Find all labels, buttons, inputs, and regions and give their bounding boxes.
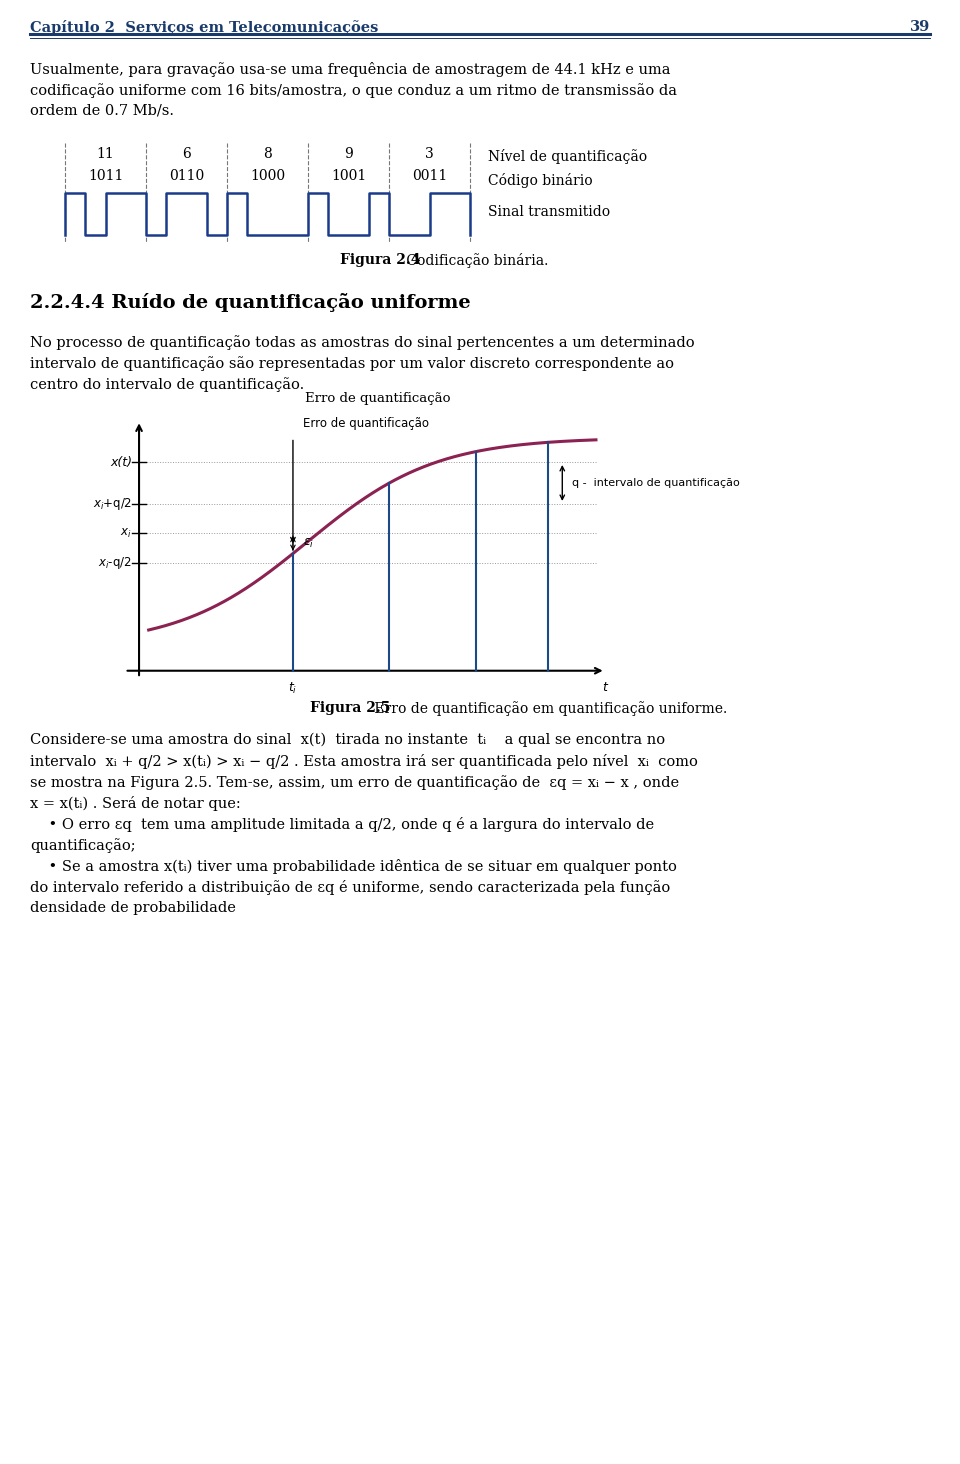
Text: 1001: 1001 (331, 168, 366, 183)
Text: 3: 3 (425, 146, 434, 161)
Text: x = x(tᵢ) . Será de notar que:: x = x(tᵢ) . Será de notar que: (30, 796, 241, 811)
Text: Erro de quantificação em quantificação uniforme.: Erro de quantificação em quantificação u… (370, 701, 728, 716)
Text: intervalo  xᵢ + q/2 > x(tᵢ) > xᵢ − q/2 . Esta amostra irá ser quantificada pelo : intervalo xᵢ + q/2 > x(tᵢ) > xᵢ − q/2 . … (30, 754, 698, 769)
Text: Usualmente, para gravação usa-se uma frequência de amostragem de 44.1 kHz e uma: Usualmente, para gravação usa-se uma fre… (30, 61, 670, 78)
Text: $t_i$: $t_i$ (288, 681, 298, 695)
Text: do intervalo referido a distribuição de εq é uniforme, sendo caracterizada pela : do intervalo referido a distribuição de … (30, 880, 670, 895)
Text: $\varepsilon_i$: $\varepsilon_i$ (302, 537, 314, 550)
Text: q -  intervalo de quantificação: q - intervalo de quantificação (572, 477, 739, 488)
Text: densidade de probabilidade: densidade de probabilidade (30, 900, 236, 915)
Text: 9: 9 (344, 146, 353, 161)
Text: intervalo de quantificação são representadas por um valor discreto correspondent: intervalo de quantificação são represent… (30, 356, 674, 370)
Text: Sinal transmitido: Sinal transmitido (488, 205, 611, 220)
Text: centro do intervalo de quantificação.: centro do intervalo de quantificação. (30, 378, 304, 392)
Text: Nível de quantificação: Nível de quantificação (488, 149, 647, 164)
Text: $x_i$: $x_i$ (120, 527, 132, 540)
Text: • Se a amostra x(tᵢ) tiver uma probabilidade idêntica de se situar em qualquer p: • Se a amostra x(tᵢ) tiver uma probabili… (30, 859, 677, 874)
Text: • O erro εq  tem uma amplitude limitada a q/2, onde q é a largura do intervalo d: • O erro εq tem uma amplitude limitada a… (30, 817, 654, 832)
Text: 0011: 0011 (412, 168, 447, 183)
Text: Capítulo 2  Serviços em Telecomunicações: Capítulo 2 Serviços em Telecomunicações (30, 20, 378, 35)
Text: $x_i$-q/2: $x_i$-q/2 (98, 555, 132, 571)
Text: 8: 8 (263, 146, 272, 161)
Text: ordem de 0.7 Mb/s.: ordem de 0.7 Mb/s. (30, 104, 174, 119)
Text: 6: 6 (182, 146, 191, 161)
Text: Codificação binária.: Codificação binária. (402, 253, 548, 268)
Text: 1000: 1000 (250, 168, 285, 183)
Text: 0110: 0110 (169, 168, 204, 183)
Text: Figura 2.4: Figura 2.4 (340, 253, 420, 266)
Text: quantificação;: quantificação; (30, 837, 135, 854)
Text: se mostra na Figura 2.5. Tem-se, assim, um erro de quantificação de  εq = xᵢ − x: se mostra na Figura 2.5. Tem-se, assim, … (30, 774, 679, 791)
Text: $t$: $t$ (602, 681, 610, 694)
Text: 2.2.4.4 Ruído de quantificação uniforme: 2.2.4.4 Ruído de quantificação uniforme (30, 293, 470, 312)
Text: No processo de quantificação todas as amostras do sinal pertencentes a um determ: No processo de quantificação todas as am… (30, 335, 695, 350)
Text: 11: 11 (97, 146, 114, 161)
Text: codificação uniforme com 16 bits/amostra, o que conduz a um ritmo de transmissão: codificação uniforme com 16 bits/amostra… (30, 83, 677, 98)
Text: x(t): x(t) (109, 455, 132, 468)
Text: 39: 39 (910, 20, 930, 34)
Text: Erro de quantificação: Erro de quantificação (302, 417, 428, 430)
Text: Erro de quantificação: Erro de quantificação (305, 392, 450, 406)
Text: Considere-se uma amostra do sinal  x(t)  tirada no instante  tᵢ    a qual se enc: Considere-se uma amostra do sinal x(t) t… (30, 733, 665, 748)
Text: Código binário: Código binário (488, 173, 592, 187)
Text: Figura 2.5: Figura 2.5 (310, 701, 391, 714)
Text: 1011: 1011 (87, 168, 123, 183)
Text: $x_i$+q/2: $x_i$+q/2 (93, 496, 132, 512)
